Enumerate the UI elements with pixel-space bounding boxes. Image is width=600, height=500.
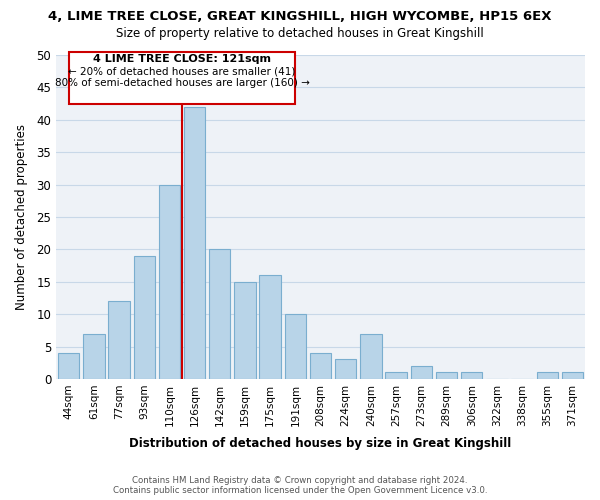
Bar — [83, 334, 104, 379]
Text: Contains HM Land Registry data © Crown copyright and database right 2024.: Contains HM Land Registry data © Crown c… — [132, 476, 468, 485]
Bar — [360, 334, 382, 379]
Bar — [284, 314, 306, 379]
Text: 4 LIME TREE CLOSE: 121sqm: 4 LIME TREE CLOSE: 121sqm — [93, 54, 271, 64]
Bar — [461, 372, 482, 379]
Bar — [335, 360, 356, 379]
Text: Size of property relative to detached houses in Great Kingshill: Size of property relative to detached ho… — [116, 28, 484, 40]
Bar — [234, 282, 256, 379]
Bar — [259, 276, 281, 379]
Text: ← 20% of detached houses are smaller (41): ← 20% of detached houses are smaller (41… — [68, 67, 296, 77]
Bar — [385, 372, 407, 379]
Bar — [536, 372, 558, 379]
Bar — [209, 250, 230, 379]
Text: 80% of semi-detached houses are larger (160) →: 80% of semi-detached houses are larger (… — [55, 78, 310, 88]
Bar — [436, 372, 457, 379]
Bar — [134, 256, 155, 379]
Bar — [184, 107, 205, 379]
Bar — [109, 301, 130, 379]
Bar — [159, 184, 180, 379]
Y-axis label: Number of detached properties: Number of detached properties — [15, 124, 28, 310]
Bar — [310, 353, 331, 379]
Bar — [562, 372, 583, 379]
Text: 4, LIME TREE CLOSE, GREAT KINGSHILL, HIGH WYCOMBE, HP15 6EX: 4, LIME TREE CLOSE, GREAT KINGSHILL, HIG… — [48, 10, 552, 23]
Bar — [58, 353, 79, 379]
X-axis label: Distribution of detached houses by size in Great Kingshill: Distribution of detached houses by size … — [130, 437, 512, 450]
Text: Contains public sector information licensed under the Open Government Licence v3: Contains public sector information licen… — [113, 486, 487, 495]
Bar — [410, 366, 432, 379]
